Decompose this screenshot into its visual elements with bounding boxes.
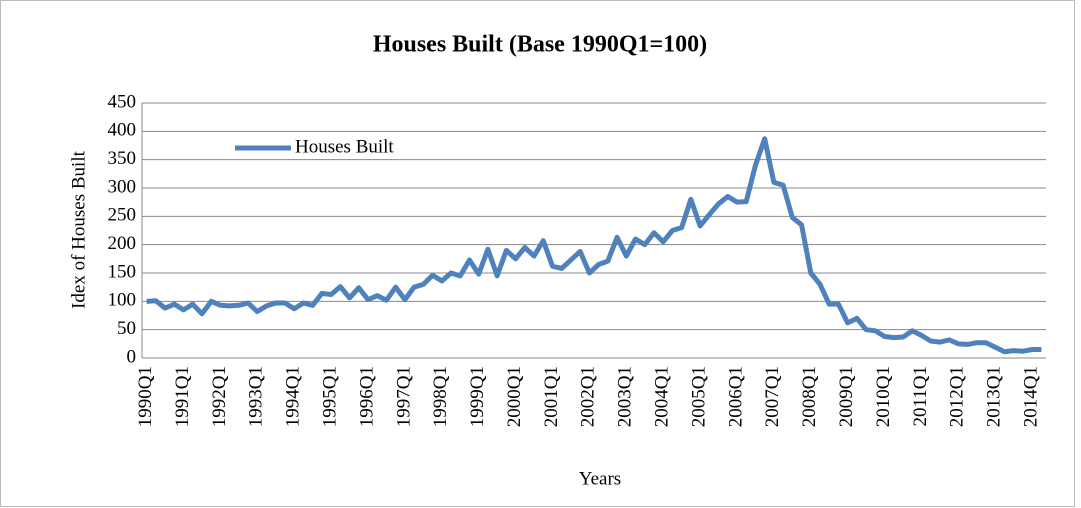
x-tick-label: 2005Q1	[688, 366, 709, 427]
y-tick-label: 350	[108, 148, 137, 169]
x-tick-label: 1991Q1	[172, 366, 193, 427]
y-tick-label: 400	[108, 120, 137, 141]
x-tick-label: 2002Q1	[578, 366, 599, 427]
x-tick-label: 2006Q1	[725, 366, 746, 427]
x-tick-label: 1993Q1	[246, 366, 267, 427]
x-tick-label: 2014Q1	[1021, 366, 1042, 427]
x-tick-label: 1999Q1	[467, 366, 488, 427]
x-tick-label: 1990Q1	[135, 366, 156, 427]
data-line	[146, 136, 1042, 355]
chart-title: Houses Built (Base 1990Q1=100)	[373, 32, 707, 58]
x-tick-label: 1992Q1	[209, 366, 230, 427]
y-tick-label: 0	[127, 346, 137, 367]
x-tick-label: 2004Q1	[652, 366, 673, 427]
y-tick-label: 50	[117, 318, 136, 339]
x-axis-label: Years	[579, 468, 621, 489]
x-tick-label: 1997Q1	[393, 366, 414, 427]
y-tick-label: 250	[108, 205, 137, 226]
x-tick-label: 2007Q1	[762, 366, 783, 427]
legend-label: Houses Built	[295, 136, 394, 157]
x-tick-label: 2000Q1	[504, 366, 525, 427]
x-tick-label: 1995Q1	[319, 366, 340, 427]
x-tick-label: 2011Q1	[910, 366, 931, 427]
x-tick-label: 2010Q1	[873, 366, 894, 427]
y-tick-label: 200	[108, 233, 137, 254]
y-tick-label: 450	[108, 91, 137, 112]
y-tick-label: 300	[108, 176, 137, 197]
y-tick-label: 100	[108, 290, 137, 311]
x-tick-label: 1994Q1	[283, 366, 304, 427]
x-tick-label: 2001Q1	[541, 366, 562, 427]
x-tick-label: 2013Q1	[984, 366, 1005, 427]
y-axis-label: Idex of Houses Built	[68, 150, 89, 309]
x-tick-label: 1996Q1	[356, 366, 377, 427]
x-tick-label: 2012Q1	[947, 366, 968, 427]
x-tick-label: 2008Q1	[799, 366, 820, 427]
x-tick-label: 2003Q1	[615, 366, 636, 427]
x-tick-label: 2009Q1	[836, 366, 857, 427]
y-tick-label: 150	[108, 261, 137, 282]
x-tick-label: 1998Q1	[430, 366, 451, 427]
